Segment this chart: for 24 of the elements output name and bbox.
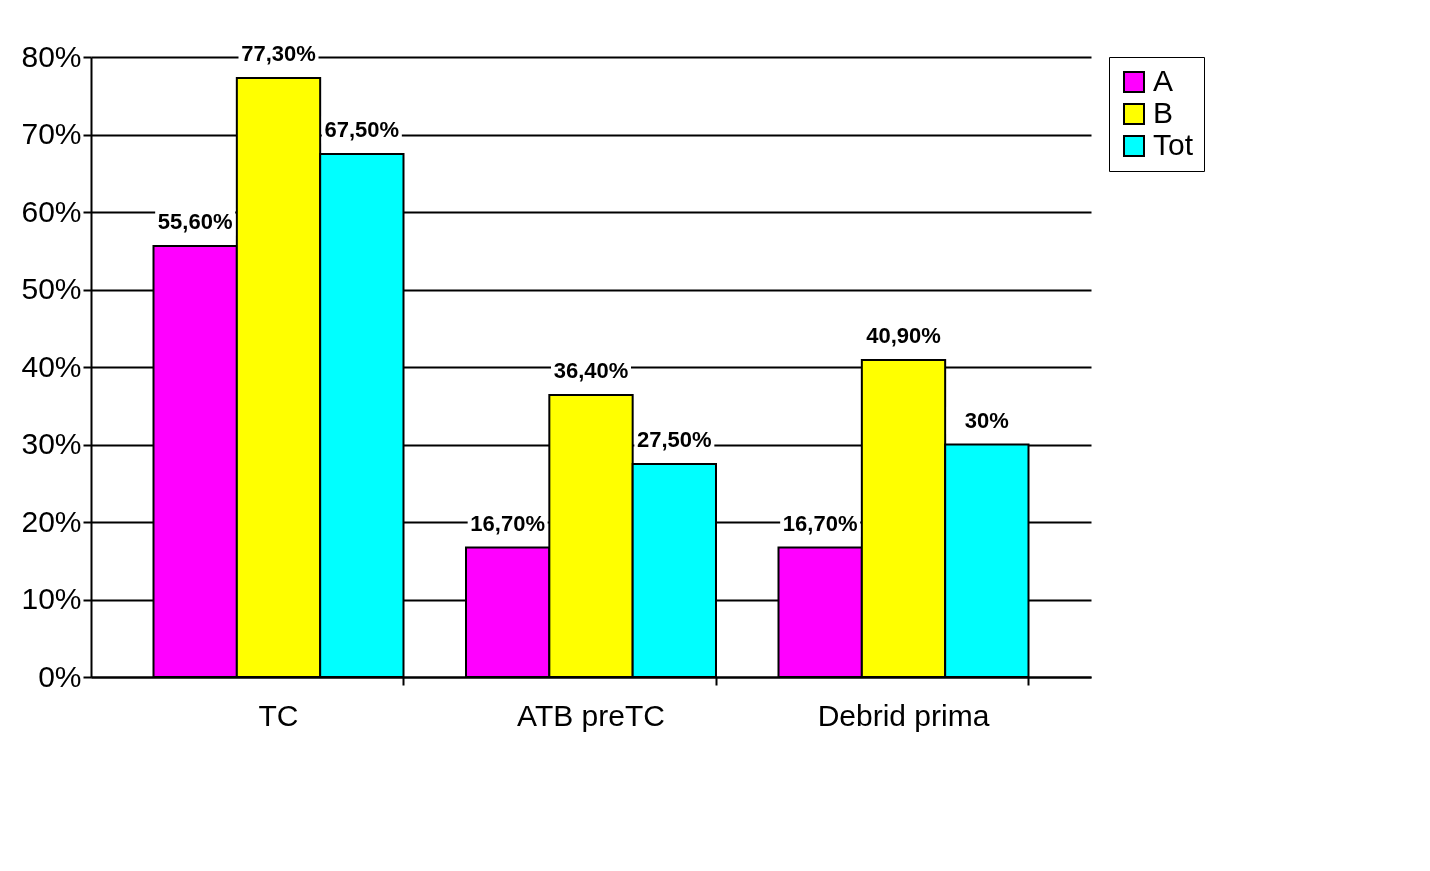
data-label: 36,40% bbox=[553, 357, 629, 383]
y-tick-label: 10% bbox=[21, 582, 82, 615]
data-label: 77,30% bbox=[241, 40, 316, 66]
y-tick-label: 70% bbox=[21, 117, 82, 150]
data-label: 16,70% bbox=[470, 510, 545, 536]
data-label: 40,90% bbox=[866, 323, 941, 349]
data-label: 27,50% bbox=[637, 426, 712, 452]
legend-label: B bbox=[1153, 96, 1174, 129]
data-label: 16,70% bbox=[782, 510, 858, 536]
x-tick-label: TC bbox=[258, 698, 299, 732]
y-tick-label: 80% bbox=[21, 39, 82, 73]
x-tick-label: ATB preTC bbox=[517, 698, 665, 732]
y-tick-label: 60% bbox=[21, 194, 82, 228]
y-tick-label: 30% bbox=[21, 427, 82, 460]
x-tick-label: Debrid prima bbox=[817, 698, 990, 732]
y-tick-label: 40% bbox=[21, 349, 82, 383]
data-label: 55,60% bbox=[157, 209, 233, 235]
legend-label: A bbox=[1153, 64, 1174, 97]
data-label: 30% bbox=[964, 407, 1009, 433]
y-tick-label: 50% bbox=[21, 272, 82, 305]
data-label: 67,50% bbox=[324, 116, 400, 142]
legend-label: Tot bbox=[1153, 128, 1194, 161]
y-tick-label: 20% bbox=[21, 504, 82, 538]
y-tick-label: 0% bbox=[38, 659, 82, 693]
